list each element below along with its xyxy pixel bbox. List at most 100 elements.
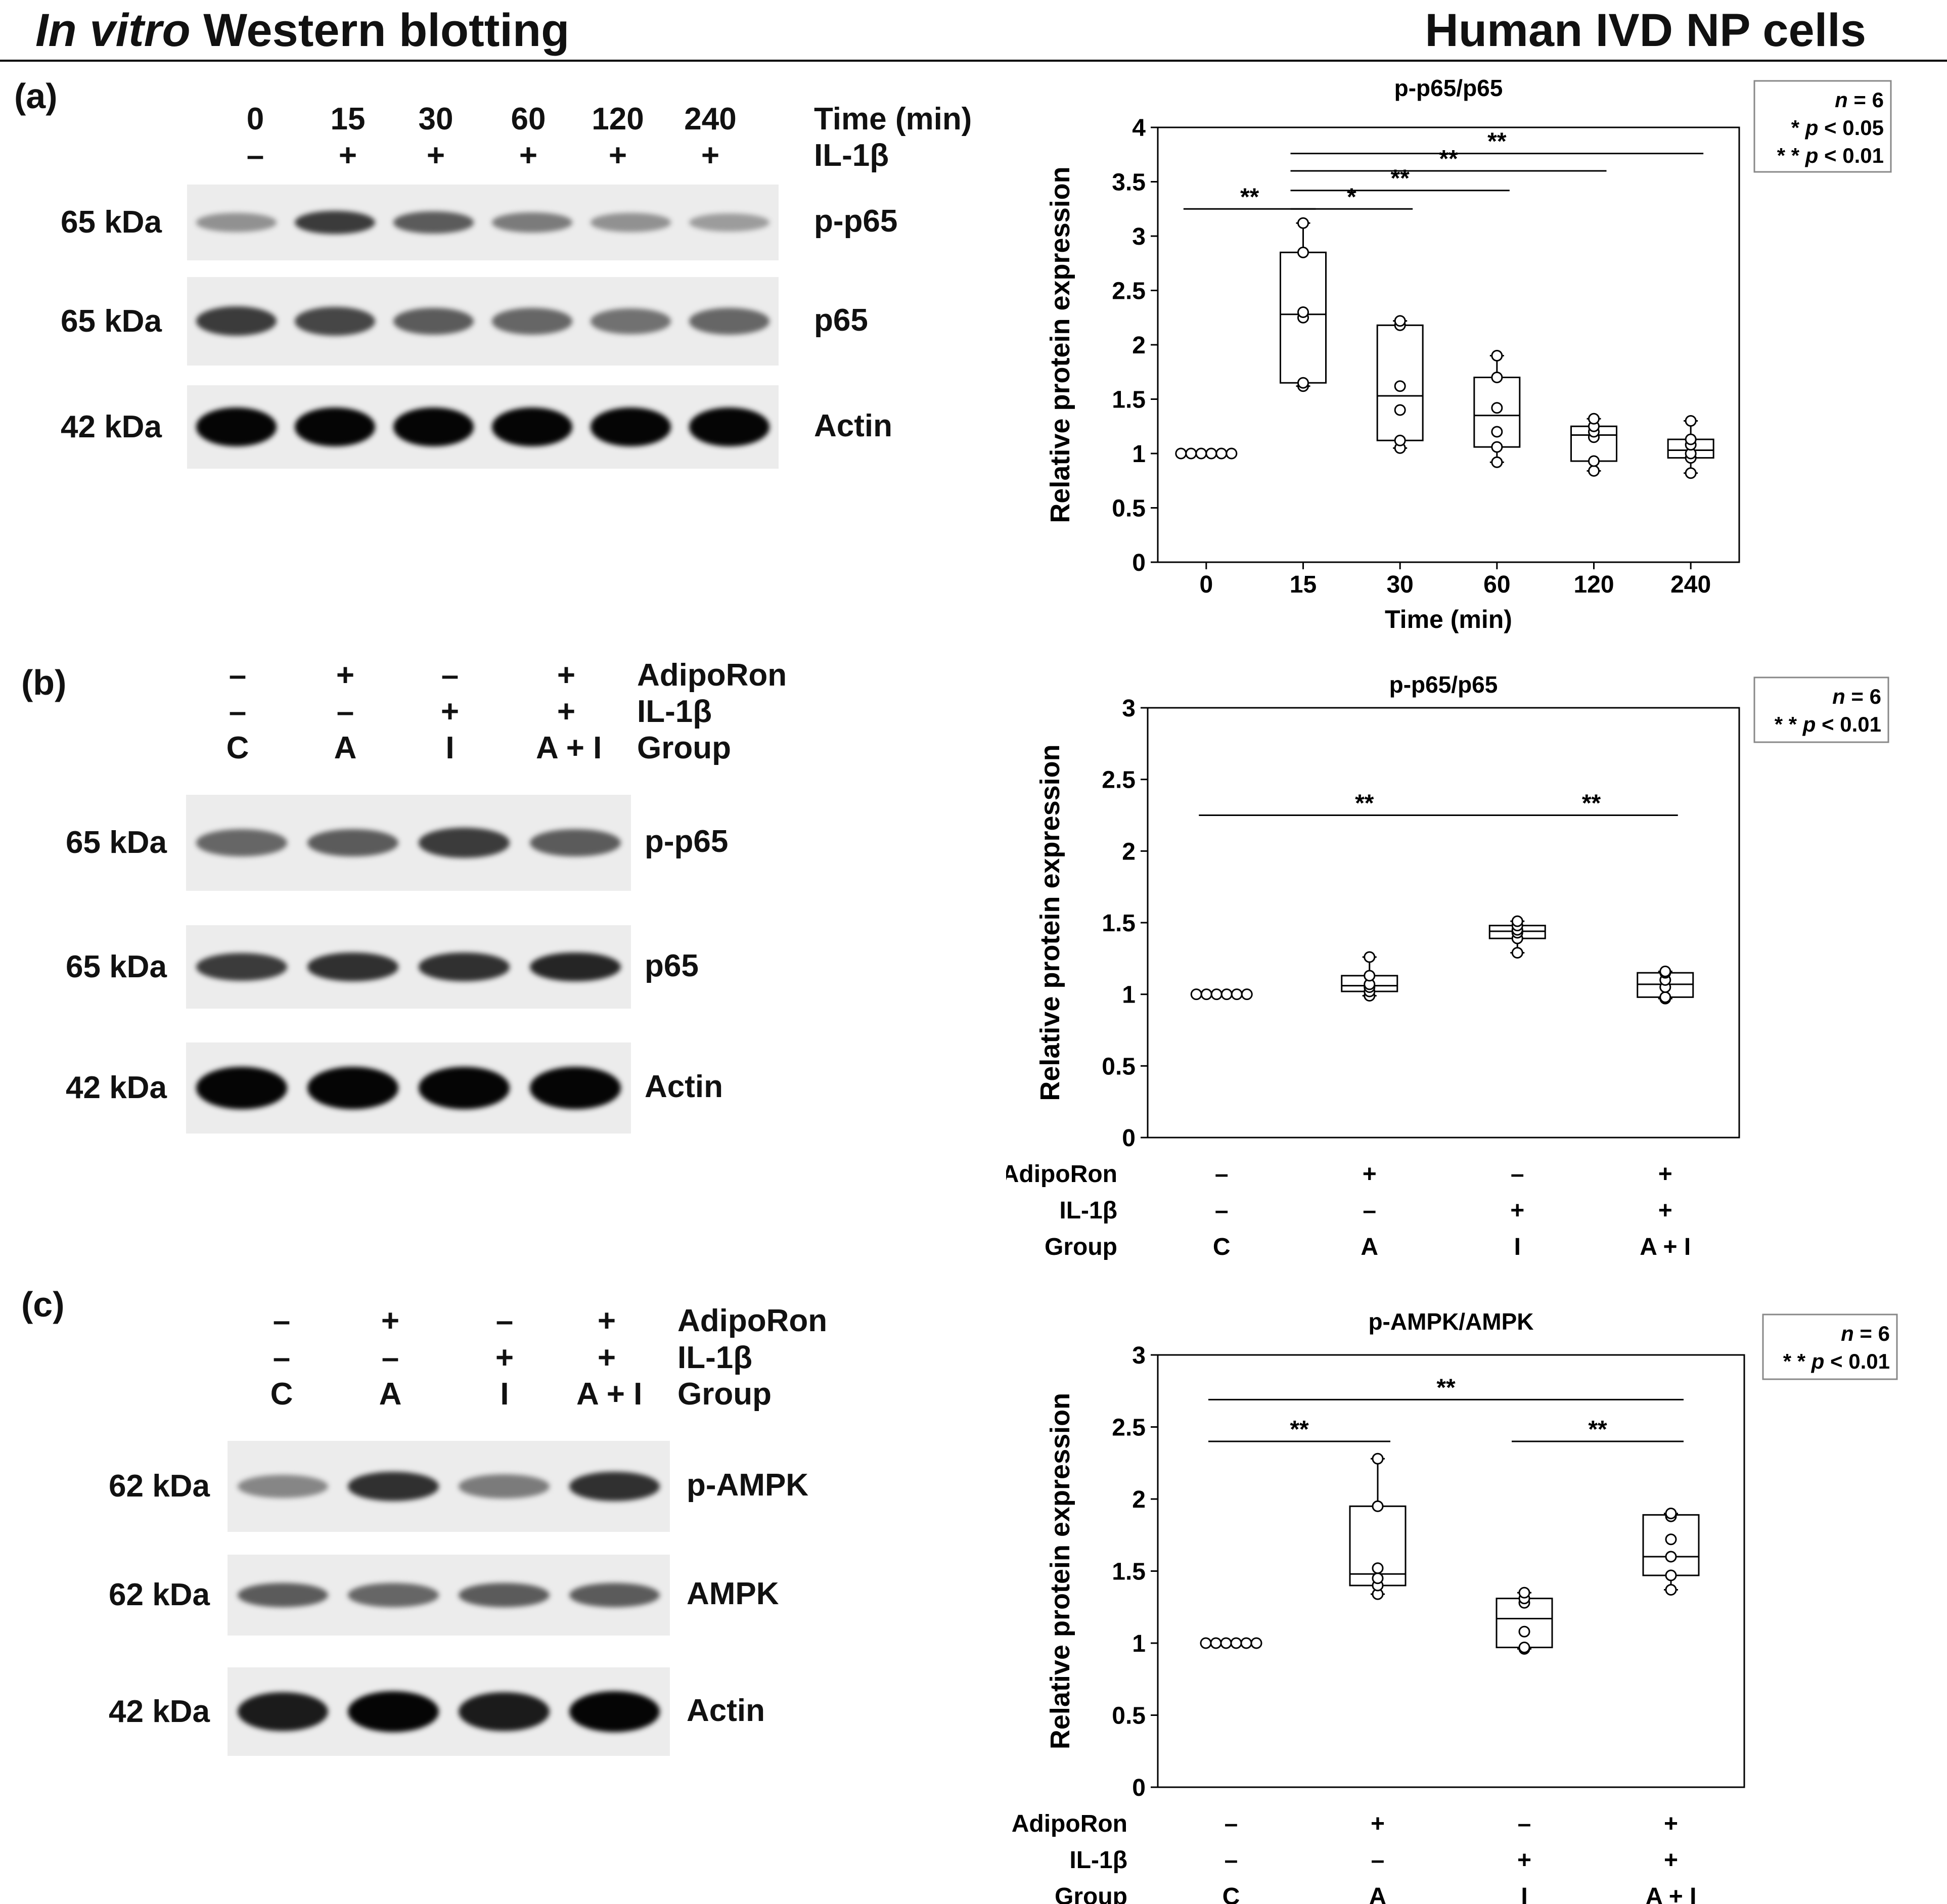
molecular-weight-label: 65 kDa: [61, 303, 162, 339]
stats-legend-box: [1753, 676, 1889, 743]
y-tick-label: 3: [1122, 695, 1136, 722]
data-point: [1297, 306, 1309, 318]
lane-condition-label: –: [441, 658, 459, 693]
condition-value-label: +: [1363, 1161, 1377, 1188]
significance-label: **: [1240, 184, 1259, 210]
y-tick-label: 1.5: [1112, 1559, 1146, 1585]
blot-strip-p-p65: [186, 795, 631, 891]
condition-value-label: –: [1225, 1847, 1238, 1874]
data-point: [1210, 1637, 1222, 1649]
y-tick-label: 0.5: [1102, 1053, 1136, 1080]
stats-legend-entry: n = 6: [1832, 685, 1881, 708]
boxplot-chart-c: p-AMPK/AMPK 0 0.5 1 1.5 2 2.5 3 Relative protein…: [1012, 1308, 1898, 1904]
molecular-weight-label: 42 kDa: [61, 409, 162, 444]
condition-row-header: IL-1β: [1069, 1847, 1127, 1874]
data-point: [1231, 988, 1243, 1001]
data-point: [1588, 455, 1600, 467]
condition-row-header: IL-1β: [637, 694, 712, 729]
protein-band: [459, 1692, 550, 1732]
protein-band: [393, 307, 474, 335]
y-tick-label: 0: [1132, 1775, 1146, 1801]
data-point: [1665, 1533, 1677, 1546]
lane-condition-label: 30: [418, 102, 454, 137]
blot-strip-actin: [186, 1042, 631, 1134]
protein-band: [529, 952, 621, 982]
significance-label: **: [1582, 790, 1601, 817]
protein-name-label: Actin: [687, 1693, 765, 1728]
data-point: [1220, 1637, 1232, 1649]
protein-band: [569, 1691, 660, 1732]
y-tick-label: 1: [1122, 982, 1136, 1009]
data-point: [1175, 447, 1187, 460]
y-tick-label: 1: [1132, 441, 1146, 468]
data-point: [1372, 1453, 1384, 1465]
protein-band: [459, 1582, 550, 1608]
protein-name-label: p-p65: [814, 204, 898, 239]
stats-legend-box: [1762, 1313, 1898, 1380]
data-point: [1394, 404, 1406, 416]
molecular-weight-label: 42 kDa: [109, 1694, 210, 1729]
condition-value-label: I: [1521, 1883, 1527, 1904]
protein-band: [491, 308, 573, 335]
y-tick-label: 2: [1132, 332, 1146, 359]
significance-label: **: [1436, 1374, 1456, 1401]
condition-row-header: Group: [1055, 1883, 1127, 1904]
protein-band: [459, 1474, 550, 1499]
condition-value-label: A: [1361, 1234, 1378, 1260]
protein-band: [196, 213, 277, 232]
data-point: [1394, 315, 1406, 327]
y-tick-label: 0: [1132, 550, 1146, 576]
figure-title-italic: In vitro: [35, 5, 191, 56]
protein-band: [196, 407, 277, 446]
lane-condition-label: –: [495, 1303, 514, 1338]
data-point: [1685, 415, 1697, 427]
figure-title: In vitro Western blotting: [35, 4, 569, 57]
data-point: [1372, 1562, 1384, 1574]
lane-condition-label: –: [229, 694, 247, 729]
y-tick-label: 2.5: [1102, 767, 1136, 794]
lane-condition-label: –: [381, 1340, 399, 1375]
data-point: [1491, 402, 1503, 414]
y-tick-label: 3: [1132, 1342, 1146, 1369]
panel-label-a: (a): [14, 76, 58, 116]
protein-band: [196, 306, 277, 336]
stats-legend-entry: * * p < 0.01: [1783, 1349, 1890, 1373]
condition-value-label: –: [1511, 1161, 1524, 1188]
lane-condition-label: +: [338, 138, 357, 173]
data-point: [1491, 350, 1503, 361]
protein-band: [237, 1474, 329, 1499]
condition-value-label: I: [1514, 1234, 1521, 1260]
condition-value-label: +: [1658, 1197, 1672, 1224]
protein-band: [196, 1067, 288, 1109]
molecular-weight-label: 65 kDa: [66, 825, 167, 860]
plot-frame: [1147, 707, 1740, 1139]
protein-name-label: p65: [645, 948, 699, 983]
condition-value-label: A + I: [1646, 1883, 1697, 1904]
y-tick-label: 0.5: [1112, 1703, 1146, 1730]
condition-value-label: –: [1518, 1810, 1531, 1837]
data-point: [1226, 447, 1238, 460]
data-point: [1220, 988, 1233, 1001]
molecular-weight-label: 42 kDa: [66, 1070, 167, 1105]
figure-title-rest: Western blotting: [190, 5, 570, 56]
data-point: [1665, 1551, 1677, 1563]
panel-label-c: (c): [21, 1285, 65, 1324]
condition-row-header: AdipoRon: [677, 1303, 828, 1338]
data-point: [1491, 426, 1503, 438]
lane-condition-label: 120: [592, 102, 644, 137]
lane-condition-label: A + I: [536, 731, 602, 765]
y-tick-label: 2.5: [1112, 1415, 1146, 1441]
lane-condition-label: +: [381, 1303, 400, 1338]
protein-name-label: AMPK: [687, 1576, 779, 1611]
condition-row-header: AdipoRon: [637, 658, 787, 693]
condition-value-label: –: [1371, 1847, 1385, 1874]
condition-value-label: +: [1658, 1161, 1672, 1188]
stats-legend-box: [1753, 80, 1892, 173]
data-point: [1190, 988, 1202, 1001]
blot-strip-p-p65: [187, 185, 779, 260]
protein-band: [529, 1067, 621, 1109]
data-point: [1518, 1586, 1530, 1599]
data-point: [1511, 947, 1523, 959]
y-tick-label: 2: [1132, 1486, 1146, 1513]
significance-label: **: [1390, 165, 1410, 192]
